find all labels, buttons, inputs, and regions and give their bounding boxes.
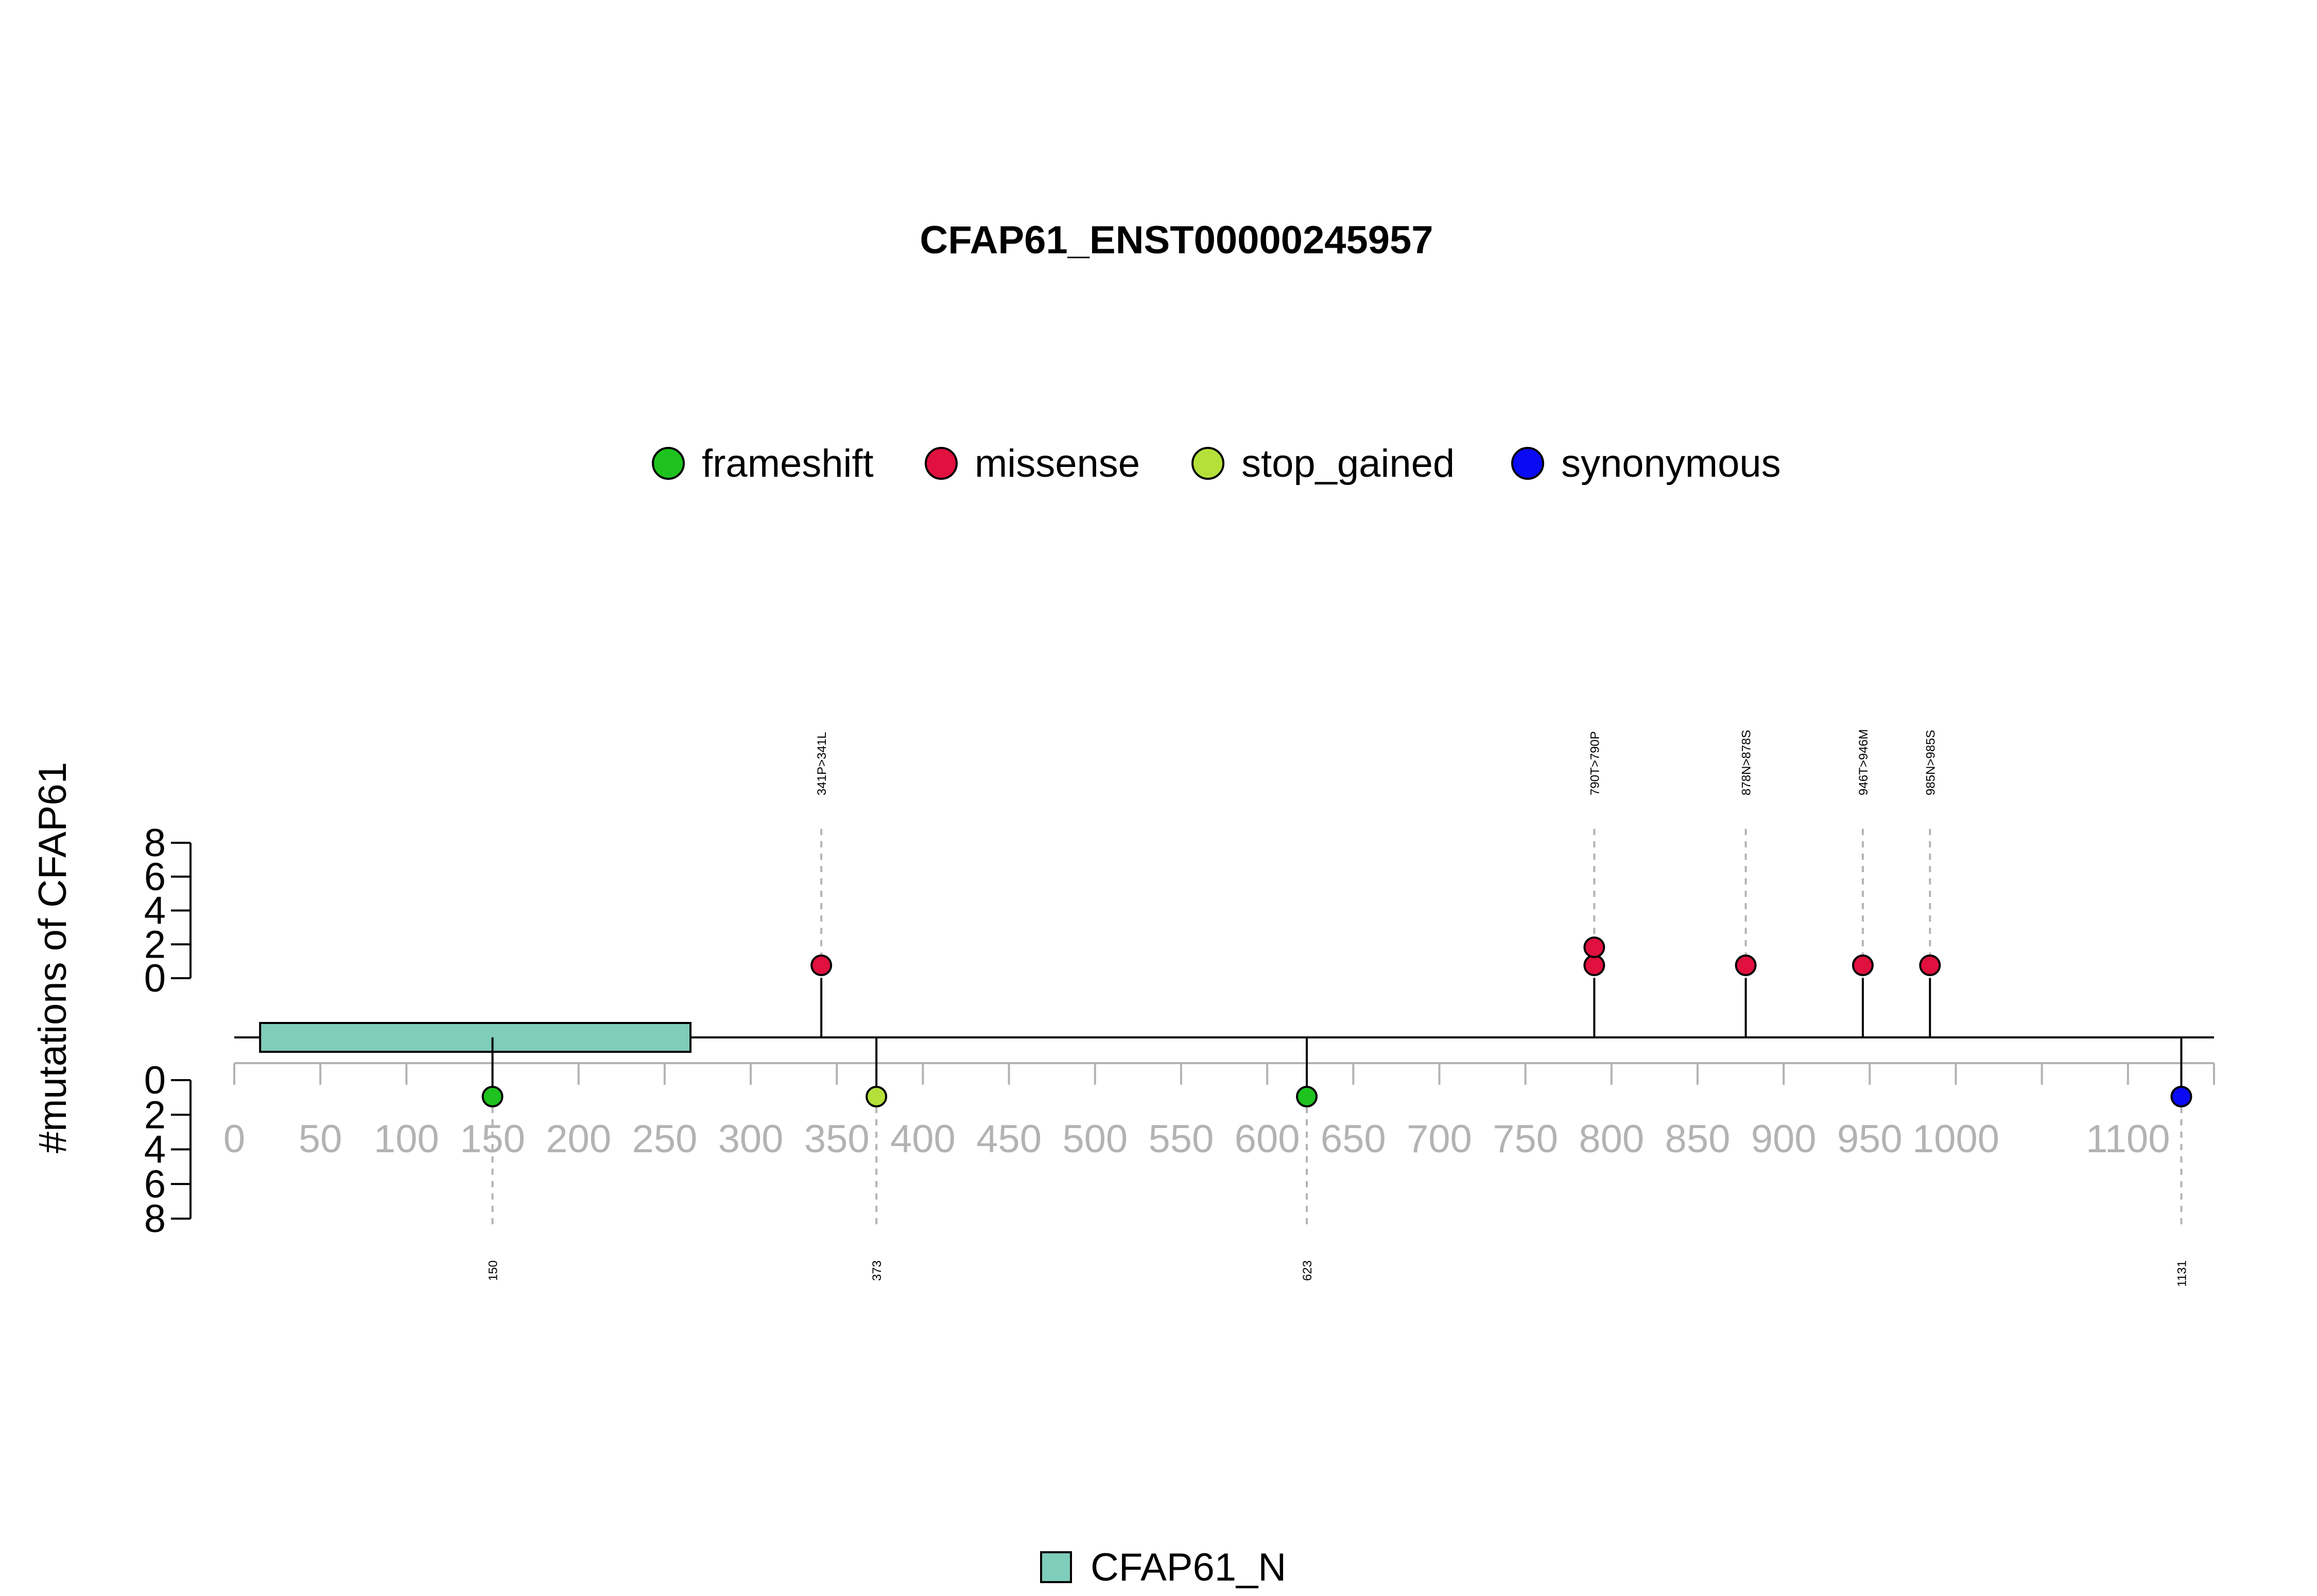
mutation-point-1131 xyxy=(2170,1086,2192,1107)
legend-marker-missense xyxy=(925,447,958,480)
mutations: 341P>341L 790T>790P 878N>878S 946T>946M 985N… xyxy=(481,729,2192,1287)
x-tick-label-0: 0 xyxy=(223,1117,245,1161)
mutation-point-623 xyxy=(1295,1086,1318,1107)
mutation-label-790: 790T>790P xyxy=(1588,731,1602,795)
x-tick-label-50: 50 xyxy=(299,1117,342,1161)
x-tick-label-1000: 1000 xyxy=(1912,1117,1999,1161)
x-tick-label-950: 950 xyxy=(1837,1117,1903,1161)
mutation-point-878-1 xyxy=(1735,955,1757,976)
x-tick-label-800: 800 xyxy=(1579,1117,1644,1161)
y-tick-label-bottom-4: 4 xyxy=(144,1128,166,1172)
protein-backbone xyxy=(234,1022,2214,1053)
mutation-point-790-2 xyxy=(1583,936,1605,958)
x-tick-label-350: 350 xyxy=(804,1117,870,1161)
legend-label-frameshift: frameshift xyxy=(702,442,874,485)
mutation-point-150 xyxy=(481,1086,504,1107)
x-tick-label-550: 550 xyxy=(1149,1117,1214,1161)
y-tick-label-top-8: 8 xyxy=(144,821,166,865)
mutation-point-373 xyxy=(866,1086,888,1107)
chart-title: CFAP61_ENST00000245957 xyxy=(920,218,1433,262)
y-tick-label-bottom-6: 6 xyxy=(144,1163,166,1206)
legend-marker-stop_gained xyxy=(1191,447,1224,480)
domain-legend: CFAP61_N xyxy=(1040,1546,1286,1589)
x-axis: 0 50 100 150 200 250 300 350 400 450 500 550 600 650 7… xyxy=(223,1062,2215,1161)
legend-label-stop_gained: stop_gained xyxy=(1241,442,1455,485)
x-tick-label-300: 300 xyxy=(718,1117,784,1161)
legend-marker-synonymous xyxy=(1511,447,1544,480)
mutation-label-623: 623 xyxy=(1301,1260,1315,1281)
x-tick-label-900: 900 xyxy=(1751,1117,1817,1161)
y-tick-label-top-4: 4 xyxy=(144,889,166,933)
mutation-point-985-1 xyxy=(1919,955,1941,976)
x-tick-label-250: 250 xyxy=(632,1117,697,1161)
mutation-label-373: 373 xyxy=(870,1260,884,1281)
x-tick-label-500: 500 xyxy=(1062,1117,1128,1161)
mutation-label-946: 946T>946M xyxy=(1857,729,1871,795)
x-tick-label-750: 750 xyxy=(1493,1117,1558,1161)
legend-marker-frameshift xyxy=(652,447,685,480)
mutation-label-878: 878N>878S xyxy=(1740,730,1754,795)
mutation-point-946-1 xyxy=(1852,955,1874,976)
mutation-legend: frameshift missense stop_gained synonymous xyxy=(652,442,1781,485)
y-tick-label-bottom-2: 2 xyxy=(144,1093,166,1137)
x-tick-label-600: 600 xyxy=(1235,1117,1300,1161)
y-tick-label-top-2: 2 xyxy=(144,923,166,966)
domain-legend-swatch-CFAP61_N xyxy=(1040,1551,1072,1583)
y-tick-label-bottom-8: 8 xyxy=(144,1197,166,1241)
legend-label-missense: missense xyxy=(975,442,1140,485)
y-tick-label-bottom-0: 0 xyxy=(144,1059,166,1102)
x-tick-label-100: 100 xyxy=(374,1117,439,1161)
mutation-label-341: 341P>341L xyxy=(815,732,829,795)
y-tick-label-top-6: 6 xyxy=(144,855,166,899)
x-tick-label-1100: 1100 xyxy=(2086,1117,2170,1161)
y-tick-label-top-0: 0 xyxy=(144,957,166,1000)
x-tick-label-450: 450 xyxy=(976,1117,1042,1161)
x-tick-label-650: 650 xyxy=(1321,1117,1386,1161)
mutation-label-1131: 1131 xyxy=(2175,1260,2189,1287)
mutation-label-985: 985N>985S xyxy=(1924,730,1938,795)
x-tick-label-400: 400 xyxy=(890,1117,956,1161)
y-axis-label: #mutations of CFAP61 xyxy=(31,762,75,1153)
mutation-point-790-1 xyxy=(1583,955,1605,976)
x-tick-label-200: 200 xyxy=(546,1117,611,1161)
domain-CFAP61_N xyxy=(259,1022,692,1053)
legend-label-synonymous: synonymous xyxy=(1561,442,1781,485)
domain-legend-label-CFAP61_N: CFAP61_N xyxy=(1091,1546,1286,1589)
x-tick-label-850: 850 xyxy=(1665,1117,1731,1161)
x-tick-label-700: 700 xyxy=(1407,1117,1472,1161)
mutation-label-150: 150 xyxy=(487,1260,500,1281)
mutation-point-341-1 xyxy=(810,955,833,976)
